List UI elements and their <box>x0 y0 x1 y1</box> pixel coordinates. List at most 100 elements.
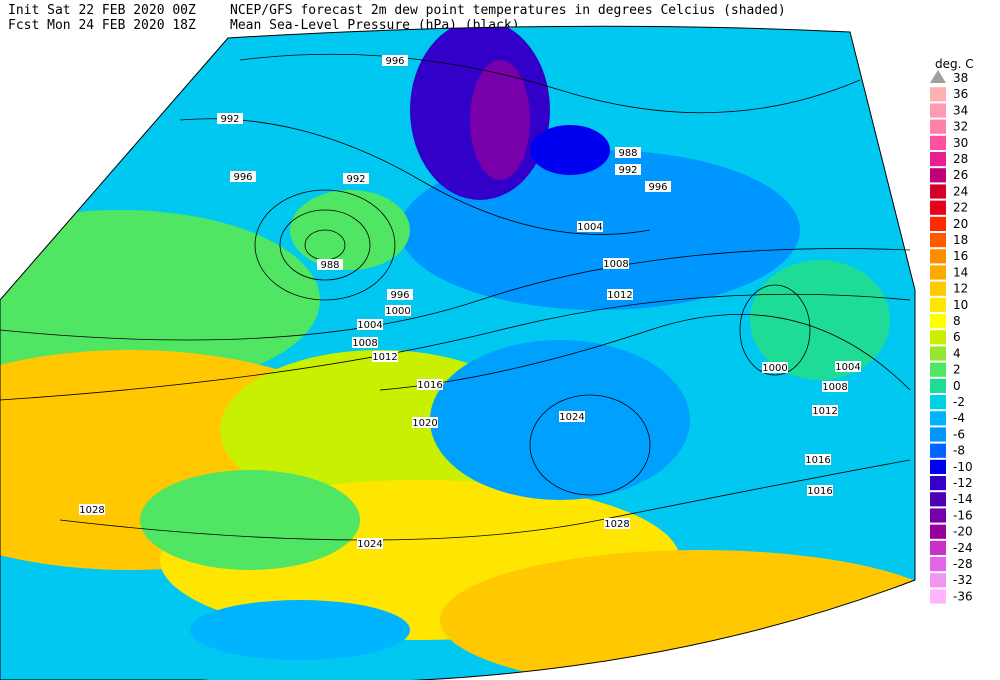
legend-swatch <box>930 459 946 474</box>
legend-label: -14 <box>953 492 973 506</box>
legend-label: -20 <box>953 525 973 539</box>
isobars <box>0 53 911 541</box>
isobar-label: 996 <box>385 56 404 67</box>
legend-label: 30 <box>953 136 968 150</box>
legend-swatch <box>930 119 946 134</box>
legend-label: -36 <box>953 589 973 603</box>
isobar-label-box <box>607 289 633 300</box>
isobar-label-box <box>812 405 838 416</box>
isobar-label-box <box>603 258 629 269</box>
legend-swatch <box>930 573 946 588</box>
legend-label: 0 <box>953 379 961 393</box>
legend-title: deg. C <box>935 57 974 71</box>
isobar-label-box <box>417 379 443 390</box>
legend-swatch <box>930 297 946 312</box>
legend-label: -16 <box>953 508 973 522</box>
legend-label: -24 <box>953 541 973 555</box>
legend-label: 22 <box>953 201 968 215</box>
legend-label: 24 <box>953 184 968 198</box>
isobar-label: 1016 <box>807 486 832 497</box>
isobar-label: 1020 <box>412 418 437 429</box>
legend-swatch <box>930 346 946 361</box>
legend-swatch <box>930 184 946 199</box>
legend-swatch <box>930 330 946 345</box>
legend-swatch <box>930 200 946 215</box>
isobar-label-box <box>230 171 256 182</box>
legend-swatch <box>930 524 946 539</box>
isobar-label: 1028 <box>604 519 629 530</box>
header-init: Init Sat 22 FEB 2020 00Z <box>8 3 196 18</box>
isobar-label-box <box>615 164 641 175</box>
isobar-label: 992 <box>220 114 239 125</box>
legend-swatch <box>930 168 946 183</box>
legend-label: 12 <box>953 282 968 296</box>
isobar-label-box <box>559 411 585 422</box>
legend-label: 20 <box>953 217 968 231</box>
legend-swatch <box>930 508 946 523</box>
legend-swatch <box>930 427 946 442</box>
isobar-label-box <box>805 454 831 465</box>
legend-label: 26 <box>953 168 968 182</box>
isobar-label-box <box>835 361 861 372</box>
isobar-label-box <box>762 362 788 373</box>
isobar-label: 1008 <box>822 382 847 393</box>
isobar-label-box <box>352 337 378 348</box>
isobar-label: 988 <box>618 148 637 159</box>
isobar-label: 996 <box>233 172 252 183</box>
legend-label: -4 <box>953 411 965 425</box>
isobar-label-box <box>807 485 833 496</box>
map-border <box>0 25 916 680</box>
isobar-label: 992 <box>346 174 365 185</box>
isobar-label: 1004 <box>577 222 602 233</box>
legend-label: 36 <box>953 87 968 101</box>
isobar-label-box <box>387 289 413 300</box>
header-title: NCEP/GFS forecast 2m dew point temperatu… <box>230 3 786 18</box>
legend-label: 28 <box>953 152 968 166</box>
isobar-label-box <box>217 113 243 124</box>
isobar-label: 1012 <box>812 406 837 417</box>
legend-label: 2 <box>953 363 961 377</box>
isobar-label: 1024 <box>357 539 382 550</box>
legend-arrow <box>930 70 946 83</box>
isobar-label: 1000 <box>385 306 410 317</box>
legend-swatch <box>930 135 946 150</box>
legend-swatch <box>930 265 946 280</box>
legend-swatch <box>930 378 946 393</box>
legend-swatch <box>930 103 946 118</box>
isobar-label-box <box>645 181 671 192</box>
legend-label: 32 <box>953 120 968 134</box>
legend-label: -12 <box>953 476 973 490</box>
isobar-label: 1024 <box>559 412 584 423</box>
isobar-label: 1000 <box>762 363 787 374</box>
isobar-label-box <box>382 55 408 66</box>
isobar-label-box <box>385 305 411 316</box>
isobar-label: 992 <box>618 165 637 176</box>
isobar-label-box <box>412 417 438 428</box>
legend-label: -8 <box>953 444 965 458</box>
isobar-label: 1012 <box>607 290 632 301</box>
legend-swatch <box>930 216 946 231</box>
isobar-label-box <box>604 518 630 529</box>
map-field <box>0 26 915 680</box>
legend-label: -32 <box>953 573 973 587</box>
isobar-label: 996 <box>390 290 409 301</box>
isobar-label-box <box>357 538 383 549</box>
legend-swatch <box>930 395 946 410</box>
legend-label: 38 <box>953 71 968 85</box>
legend-swatch <box>930 476 946 491</box>
legend-swatch <box>930 589 946 604</box>
header-fcst: Fcst Mon 24 FEB 2020 18Z <box>8 18 196 33</box>
legend-label: 6 <box>953 330 961 344</box>
legend-swatch <box>930 233 946 248</box>
legend-swatch <box>930 540 946 555</box>
legend-label: 14 <box>953 265 968 279</box>
isobar-label: 1008 <box>352 338 377 349</box>
legend-label: -28 <box>953 557 973 571</box>
isobar-label: 996 <box>648 182 667 193</box>
legend-swatch <box>930 249 946 264</box>
legend-swatch <box>930 411 946 426</box>
isobar-label: 988 <box>320 260 339 271</box>
legend-swatch <box>930 443 946 458</box>
isobar-label-box <box>357 319 383 330</box>
